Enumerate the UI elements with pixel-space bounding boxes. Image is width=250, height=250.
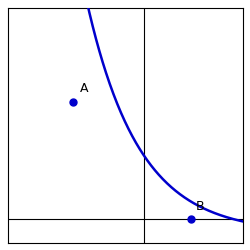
Text: B: B [196,200,204,212]
Text: A: A [80,82,89,95]
